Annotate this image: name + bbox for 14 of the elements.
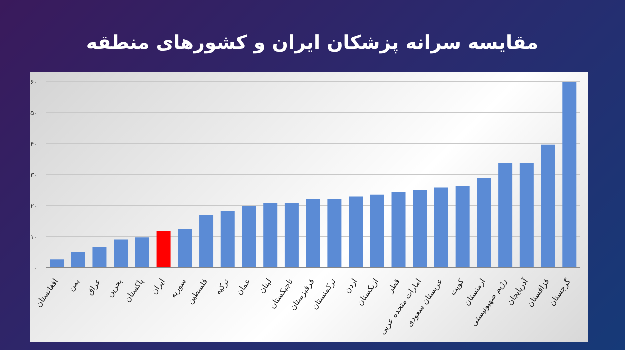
x-tick-label: ترکیه bbox=[214, 277, 231, 296]
x-tick-label: عمان bbox=[234, 277, 252, 297]
x-tick-label: عراق bbox=[85, 277, 103, 297]
x-tick-label: افغانستان bbox=[34, 277, 60, 309]
x-tick-label: سوریه bbox=[168, 277, 188, 300]
x-tick-label: یمن bbox=[66, 277, 82, 294]
x-tick-label: ایران bbox=[150, 277, 167, 296]
x-tick-label: بحرین bbox=[105, 277, 124, 299]
x-tick-label: فلسطین bbox=[186, 277, 210, 306]
x-tick-label: کویت bbox=[448, 277, 466, 298]
x-tick-label: قطر bbox=[385, 277, 402, 296]
x-tick-label: لبنان bbox=[257, 277, 274, 296]
chart-title: مقایسه سرانه پزشکان ایران و کشورهای منطقه bbox=[85, 32, 540, 54]
x-tick-label: پاکستان bbox=[123, 277, 146, 304]
